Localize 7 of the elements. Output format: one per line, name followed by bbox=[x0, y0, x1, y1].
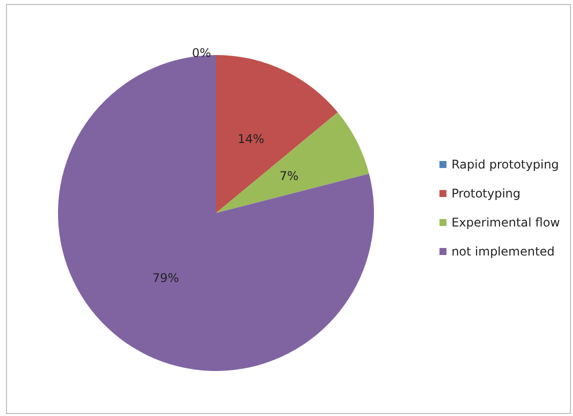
legend-label: Rapid prototyping bbox=[451, 158, 559, 172]
legend-label: not implemented bbox=[451, 244, 555, 258]
data-label: 79% bbox=[152, 270, 180, 285]
legend-label: Prototyping bbox=[451, 186, 521, 200]
data-label: 14% bbox=[238, 132, 264, 146]
data-label: 7% bbox=[280, 168, 299, 183]
legend-label: Experimental flow bbox=[451, 216, 560, 230]
